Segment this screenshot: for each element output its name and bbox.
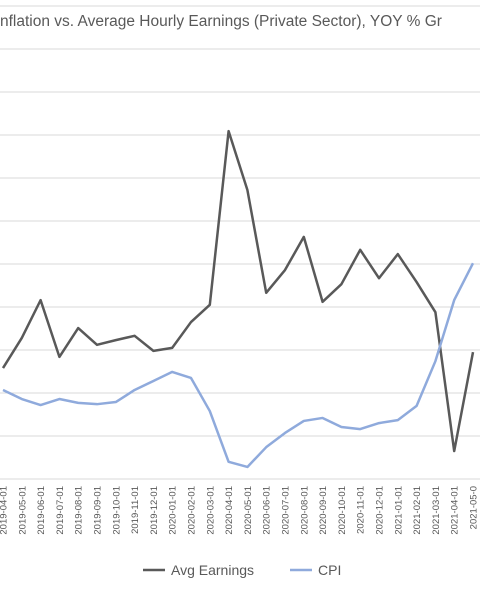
x-tick-label: 2020-09-01: [318, 486, 329, 535]
x-tick-label: 2021-02-01: [412, 486, 423, 535]
x-tick-label: 2021-04-01: [450, 486, 461, 535]
x-tick-label: 2020-01-01: [168, 486, 179, 535]
x-tick-label: 2019-07-01: [55, 486, 66, 535]
x-tick-label: 2020-06-01: [262, 486, 273, 535]
legend-label: Avg Earnings: [171, 562, 254, 578]
x-tick-label: 2019-09-01: [93, 486, 104, 535]
x-tick-label: 2020-07-01: [281, 486, 292, 535]
legend-label: CPI: [318, 562, 341, 578]
x-tick-label: 2019-11-01: [130, 486, 141, 534]
x-tick-label: 2021-01-01: [393, 486, 404, 535]
x-tick-label: 2020-02-01: [187, 486, 198, 535]
x-tick-label: 2020-05-01: [243, 486, 254, 535]
chart-title: nflation vs. Average Hourly Earnings (Pr…: [0, 13, 442, 30]
x-tick-label: 2021-03-01: [431, 486, 442, 535]
x-tick-label: 2020-10-01: [337, 486, 348, 535]
x-tick-label: 2019-10-01: [111, 486, 122, 535]
line-series: [2, 262, 475, 469]
line-series: [1, 129, 475, 453]
x-tick-label: 2021-05-0: [469, 486, 480, 529]
x-tick-label: 2019-06-01: [36, 486, 47, 535]
x-tick-label: 2020-04-01: [224, 486, 235, 535]
x-tick-label: 2019-12-01: [149, 486, 160, 535]
x-tick-label: 2019-08-01: [74, 486, 85, 535]
x-tick-label: 2019-05-01: [17, 486, 28, 535]
x-tick-label: 2019-04-01: [0, 486, 10, 535]
x-tick-label: 2020-03-01: [205, 486, 216, 535]
x-tick-label: 2020-08-01: [299, 486, 310, 535]
x-tick-label: 2020-12-01: [375, 486, 386, 535]
x-tick-label: 2020-11-01: [356, 486, 367, 534]
